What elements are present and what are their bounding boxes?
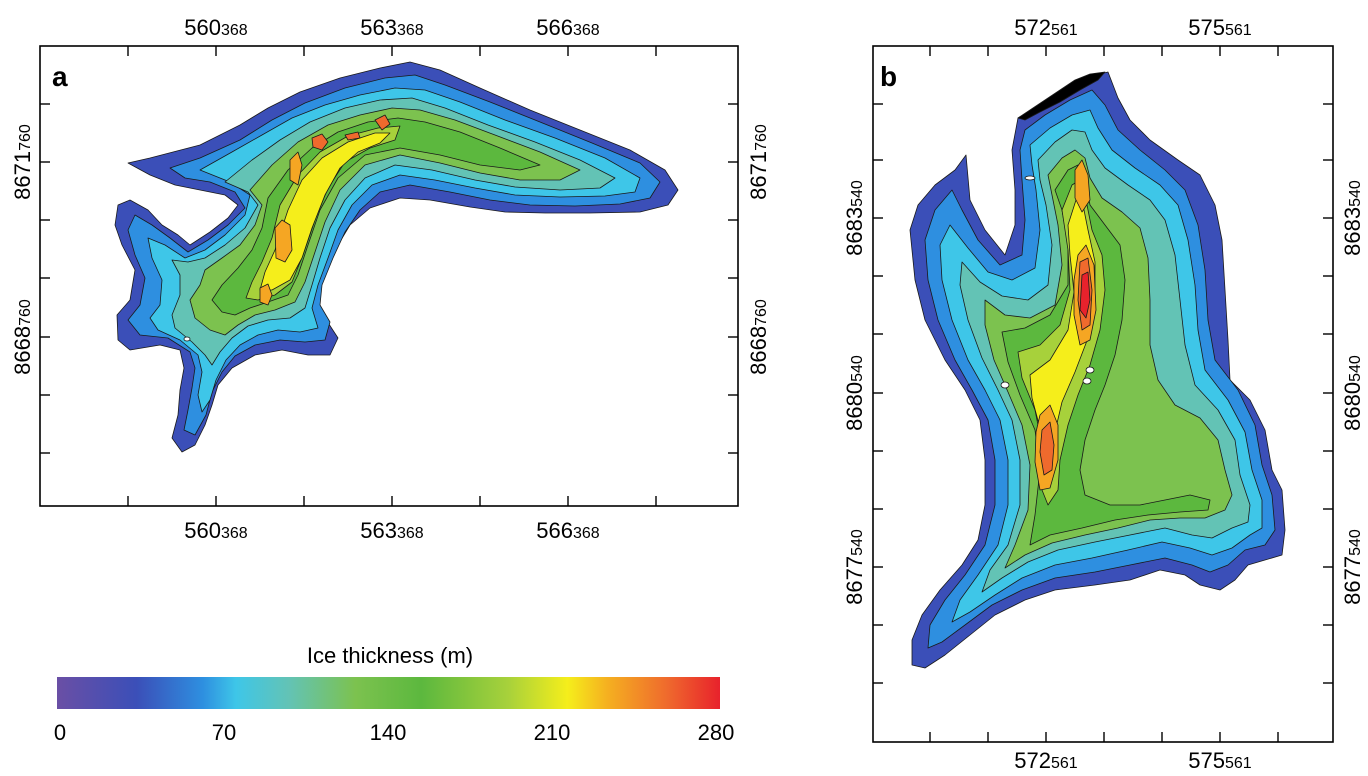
panel-a-label: a — [52, 61, 68, 92]
nunatak-a — [183, 336, 191, 342]
panel-a-right-tick-1: 8668760 — [746, 299, 771, 375]
colorbar-label-3: 210 — [534, 720, 571, 745]
panel-b: b — [842, 15, 1365, 773]
ridge-b — [1017, 71, 1106, 121]
panel-a-frame — [39, 45, 739, 507]
colorbar-label-0: 0 — [54, 720, 66, 745]
contour-b-14 — [1079, 271, 1091, 319]
contour-a-8 — [259, 132, 391, 291]
contour-b-13 — [1039, 421, 1055, 476]
panel-b-right-tick-0: 8683540 — [1340, 180, 1365, 256]
panel-a-top-tick-0: 560368 — [184, 15, 248, 40]
contour-a-10 — [289, 151, 303, 186]
nunatak-b-2 — [1085, 366, 1095, 374]
panel-a-right-tick-0: 8671760 — [746, 124, 771, 200]
contour-a-11 — [259, 283, 273, 306]
panel-b-frame — [872, 45, 1334, 743]
panel-b-label: b — [880, 61, 897, 92]
panel-b-left-tick-0: 8683540 — [842, 180, 867, 256]
contour-b-9 — [1074, 159, 1091, 213]
panel-b-bottom-tick-1: 575561 — [1188, 748, 1252, 773]
contour-a-14 — [344, 131, 361, 141]
colorbar: Ice thickness (m) 0 70 140 210 280 — [54, 643, 734, 745]
panel-b-left-tick-1: 8680540 — [842, 355, 867, 431]
panel-b-top-tick-1: 575561 — [1188, 15, 1252, 40]
nunatak-b-1 — [1024, 175, 1036, 181]
panel-b-right-tick-2: 8677540 — [1340, 529, 1365, 605]
panel-a: a — [10, 15, 771, 543]
colorbar-label-1: 70 — [212, 720, 236, 745]
panel-a-top-tick-2: 566368 — [536, 15, 600, 40]
nunatak-b-3 — [1082, 377, 1092, 385]
panel-a-ticks — [40, 46, 738, 506]
panel-b-ticks — [873, 46, 1333, 742]
colorbar-label-4: 280 — [698, 720, 735, 745]
panel-a-bottom-tick-2: 566368 — [536, 518, 600, 543]
colorbar-title: Ice thickness (m) — [307, 643, 473, 668]
panel-b-right-tick-1: 8680540 — [1340, 355, 1365, 431]
panel-a-left-tick-1: 8668760 — [10, 299, 35, 375]
glacier-a-contours — [114, 61, 679, 453]
contour-a-13 — [374, 114, 391, 131]
panel-a-bottom-tick-0: 560368 — [184, 518, 248, 543]
panel-b-bottom-tick-0: 572561 — [1014, 748, 1078, 773]
contour-a-9 — [274, 219, 293, 263]
nunatak-b-4 — [1000, 381, 1010, 389]
panel-b-top-tick-0: 572561 — [1014, 15, 1078, 40]
colorbar-gradient — [57, 677, 720, 709]
glacier-b-contours — [909, 71, 1286, 669]
contour-a-12 — [311, 133, 329, 151]
colorbar-label-2: 140 — [370, 720, 407, 745]
panel-a-left-tick-0: 8671760 — [10, 124, 35, 200]
panel-b-left-tick-2: 8677540 — [842, 529, 867, 605]
panel-a-bottom-tick-1: 563368 — [360, 518, 424, 543]
panel-a-top-tick-1: 563368 — [360, 15, 424, 40]
